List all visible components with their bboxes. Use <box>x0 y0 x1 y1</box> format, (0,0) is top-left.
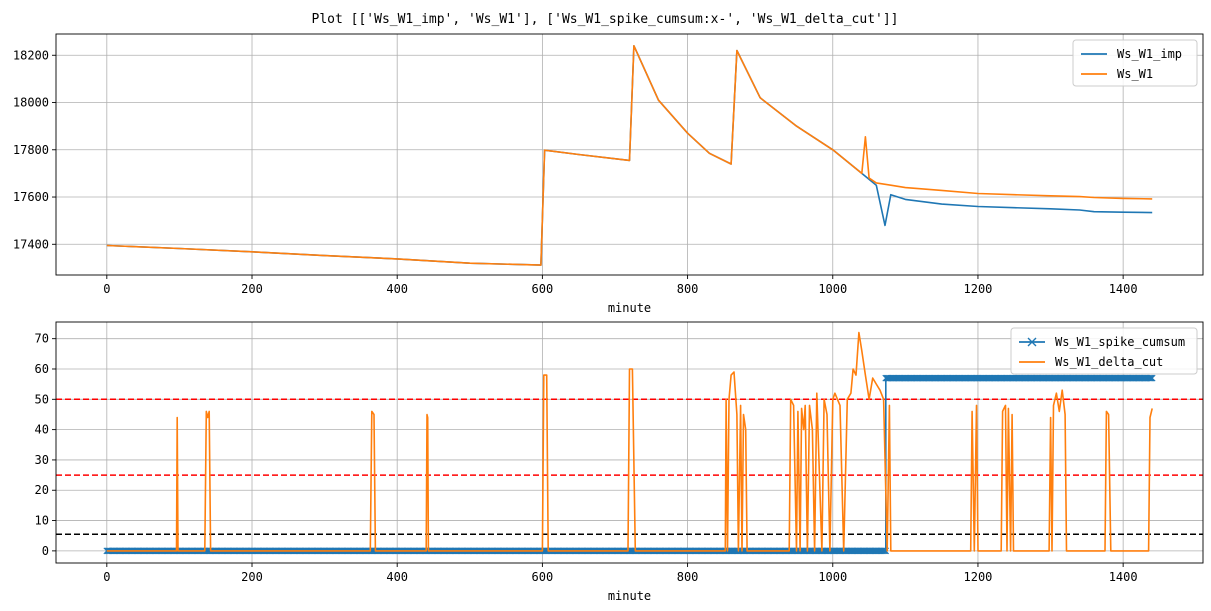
x-tick-label: 400 <box>386 282 408 296</box>
figure-title: Plot [['Ws_W1_imp', 'Ws_W1'], ['Ws_W1_sp… <box>312 12 899 27</box>
plot-area <box>106 44 1153 266</box>
x-tick-label: 600 <box>532 282 554 296</box>
y-tick-label: 18200 <box>13 48 49 62</box>
plot-area <box>103 331 1156 555</box>
y-tick-label: 50 <box>35 392 49 406</box>
x-tick-label: 1400 <box>1109 282 1138 296</box>
x-tick-label: 600 <box>532 570 554 584</box>
y-tick-label: 30 <box>35 453 49 467</box>
x-tick-label: 200 <box>241 570 263 584</box>
y-tick-label: 17600 <box>13 190 49 204</box>
x-tick-label: 400 <box>386 570 408 584</box>
series-line-1 <box>106 331 1153 552</box>
top-axes: 0 200 400 600 800 1000 1200 1400 17400 17600 17800… <box>13 33 1204 315</box>
x-tick-label: 1000 <box>818 570 847 584</box>
x-marker <box>1146 374 1154 382</box>
x-tick-label: 0 <box>103 282 110 296</box>
legend-label: Ws_W1 <box>1117 67 1153 81</box>
legend-label: Ws_W1_spike_cumsum <box>1055 335 1185 349</box>
legend-label: Ws_W1_imp <box>1117 47 1182 61</box>
x-tick-label: 1000 <box>818 282 847 296</box>
y-tick-label: 10 <box>35 514 49 528</box>
x-axis-label: minute <box>608 589 651 603</box>
series-line-1 <box>106 44 1153 266</box>
x-tick-label: 1200 <box>964 570 993 584</box>
x-tick-label: 0 <box>103 570 110 584</box>
legend-box <box>1010 327 1198 375</box>
bottom-axes: 0 200 400 600 800 1000 1200 1400 0 10 20 30 40 50 60 70… <box>35 321 1204 603</box>
x-tick-label: 1200 <box>964 282 993 296</box>
y-tick-label: 40 <box>35 423 49 437</box>
x-marker <box>1147 374 1155 382</box>
y-tick-label: 20 <box>35 483 49 497</box>
x-tick-label: 800 <box>677 282 699 296</box>
legend-label: Ws_W1_delta_cut <box>1055 355 1163 369</box>
legend: Ws_W1_spike_cumsum Ws_W1_delta_cut <box>1010 327 1198 375</box>
x-marker <box>879 547 887 555</box>
y-tick-label: 0 <box>42 544 49 558</box>
axes-frame <box>55 321 1204 564</box>
x-axis-label: minute <box>608 301 651 315</box>
x-tick-label: 1400 <box>1109 570 1138 584</box>
axes-frame <box>55 33 1204 276</box>
y-tick-label: 18000 <box>13 96 49 110</box>
y-tick-label: 60 <box>35 362 49 376</box>
legend: Ws_W1_imp Ws_W1 <box>1072 39 1198 87</box>
x-tick-label: 800 <box>677 570 699 584</box>
x-marker <box>1148 374 1156 382</box>
x-tick-label: 200 <box>241 282 263 296</box>
legend-marker <box>1027 337 1037 347</box>
y-tick-label: 70 <box>35 332 49 346</box>
y-tick-label: 17400 <box>13 237 49 251</box>
y-tick-label: 17800 <box>13 143 49 157</box>
